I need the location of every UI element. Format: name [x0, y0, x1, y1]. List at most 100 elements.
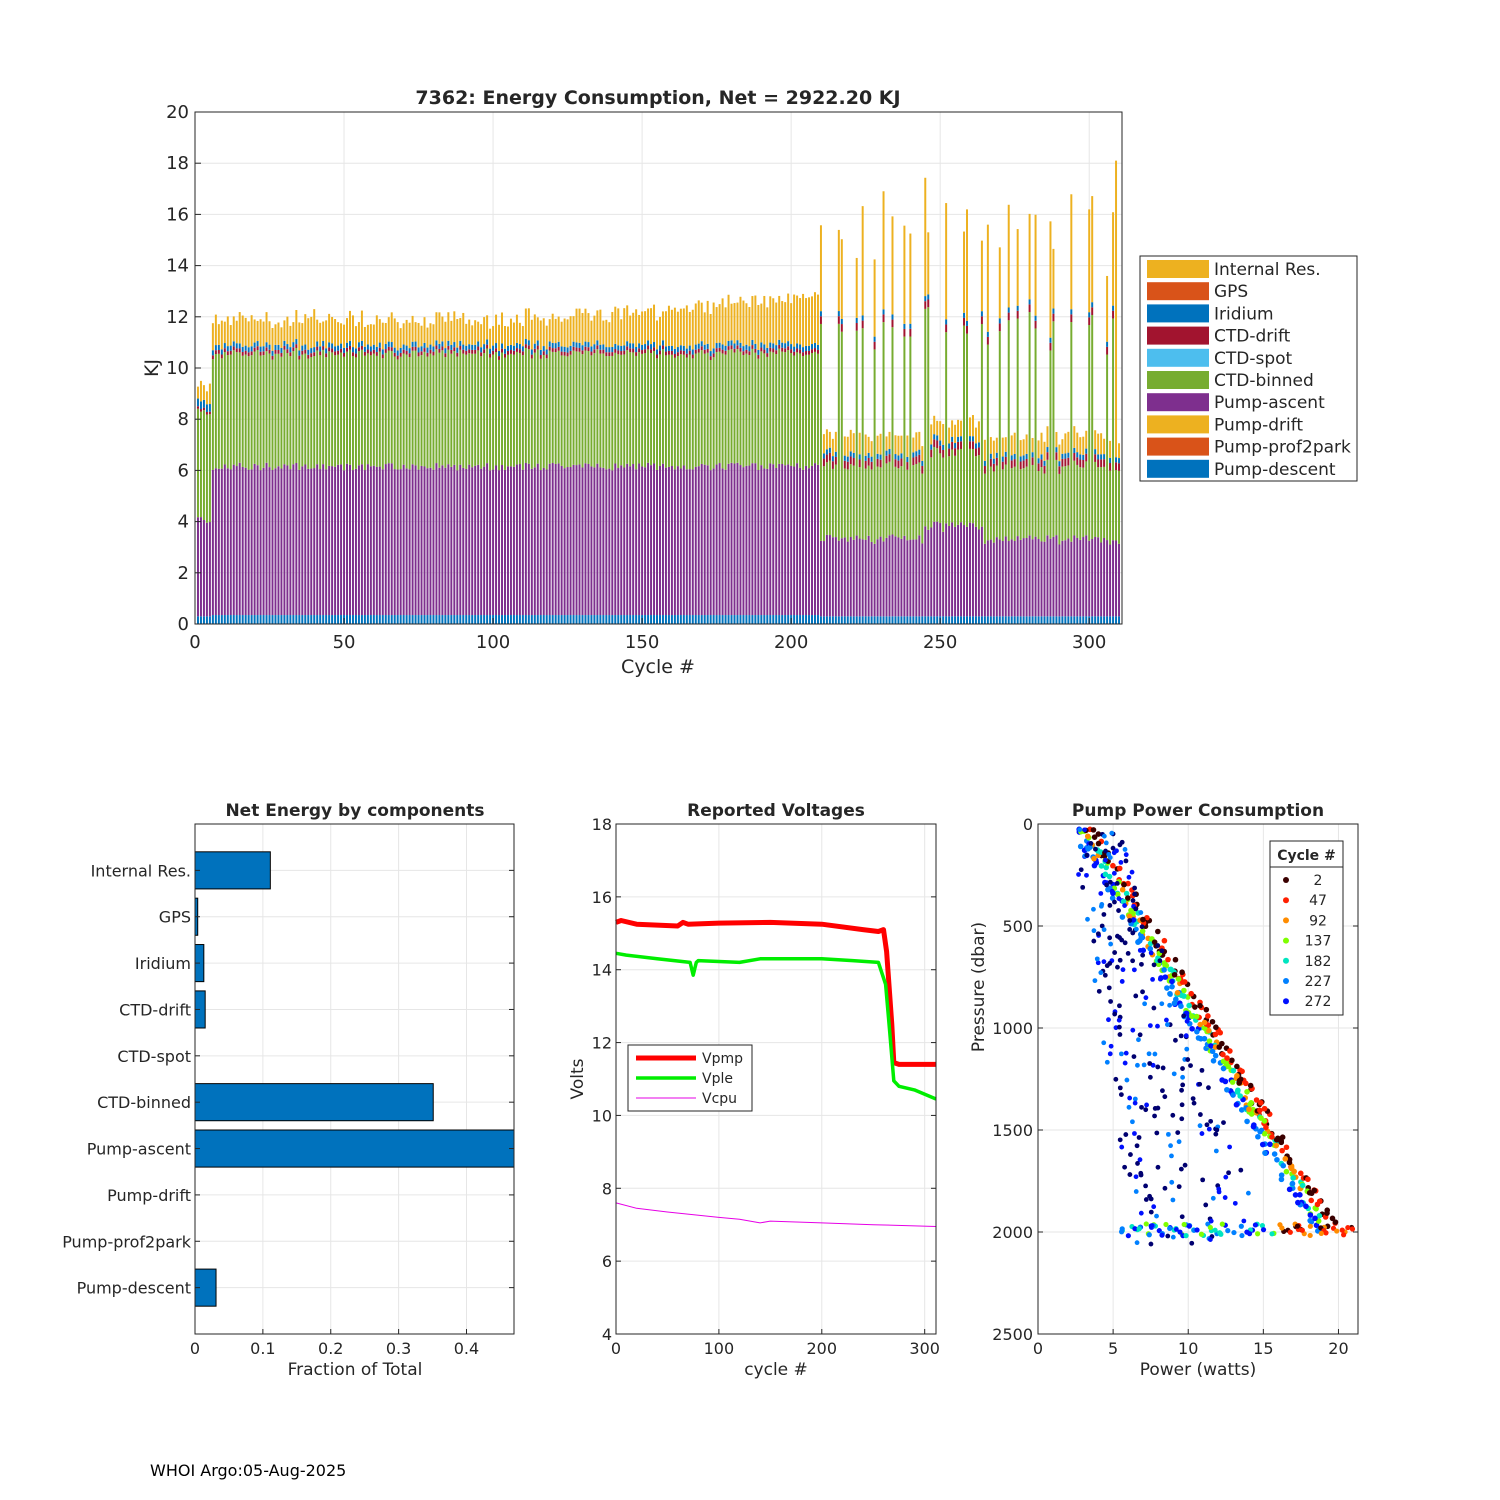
energy-bar-segment: [635, 355, 638, 470]
energy-bar-segment: [313, 356, 316, 469]
energy-bar-segment: [471, 344, 474, 350]
energy-bar-segment: [384, 349, 387, 353]
energy-bar-segment: [1088, 317, 1091, 326]
pump-power-point: [1173, 996, 1179, 1003]
energy-bar-segment: [498, 615, 501, 624]
energy-bar-segment: [477, 350, 480, 465]
energy-bar-segment: [1061, 439, 1064, 454]
energy-bar-segment: [700, 341, 703, 347]
pump-power-point: [1247, 1082, 1254, 1089]
energy-bar-segment: [966, 325, 968, 334]
energy-bar-segment: [936, 448, 939, 522]
energy-bar-segment: [328, 351, 331, 466]
energy-legend: Internal Res.GPSIridiumCTD-driftCTD-spot…: [1139, 255, 1358, 482]
energy-bar-segment: [760, 615, 763, 624]
pump-power-legend-marker: [1283, 937, 1289, 944]
energy-bar-segment: [250, 615, 253, 624]
energy-bar-segment: [960, 616, 963, 624]
pump-power-point: [1297, 1192, 1303, 1198]
energy-bar-segment: [819, 311, 822, 317]
pump-power-point: [1171, 1071, 1177, 1077]
energy-bar-segment: [274, 615, 277, 624]
energy-bar-segment: [471, 349, 474, 354]
pump-power-point: [1204, 1122, 1210, 1128]
energy-bar-segment: [1112, 310, 1115, 319]
energy-bar-segment: [530, 615, 533, 624]
energy-bar-segment: [587, 615, 590, 624]
energy-bar-segment: [977, 455, 980, 530]
energy-bar-segment: [235, 348, 238, 353]
pump-power-point: [1181, 1013, 1187, 1019]
pump-power-point: [1123, 890, 1130, 897]
pump-power-axes-box: [1037, 823, 1359, 1335]
energy-bar-segment: [524, 339, 527, 345]
energy-bar-segment: [730, 349, 733, 463]
energy-bar-segment: [858, 454, 861, 460]
energy-bar-segment: [644, 615, 647, 624]
energy-bar-segment: [834, 464, 837, 538]
energy-bar-segment: [644, 467, 647, 616]
energy-bar-segment: [787, 615, 790, 624]
energy-bar-segment: [897, 455, 900, 461]
energy-bar-segment: [441, 615, 444, 624]
energy-bar-segment: [1019, 440, 1022, 457]
pump-power-point: [1116, 865, 1123, 872]
energy-bar-segment: [1079, 616, 1082, 624]
energy-bar-segment: [560, 351, 563, 356]
energy-bar-segment: [563, 351, 566, 356]
energy-bar-segment: [995, 465, 998, 538]
pump-power-point: [1143, 1197, 1149, 1202]
energy-bar-segment: [337, 354, 340, 465]
energy-bar-segment: [301, 323, 304, 346]
energy-bar-segment: [799, 467, 802, 616]
energy-bar-segment: [691, 354, 694, 359]
energy-bar-segment: [393, 615, 396, 624]
energy-bar-segment: [477, 321, 480, 342]
energy-bar-segment: [277, 349, 280, 354]
energy-bar-segment: [682, 354, 685, 466]
pump-power-point: [1174, 990, 1181, 996]
pump-power-legend-title: Cycle #: [1277, 848, 1336, 864]
energy-bar-segment: [882, 616, 885, 624]
energy-bar-segment: [700, 615, 703, 624]
energy-bar-segment: [524, 347, 527, 463]
energy-bar-segment: [322, 349, 325, 465]
energy-bar-segment: [375, 355, 378, 467]
energy-legend-swatch: [1147, 415, 1209, 434]
energy-bar-segment: [274, 349, 277, 354]
pump-power-point: [1234, 1072, 1240, 1079]
energy-bar-segment: [1004, 456, 1007, 465]
energy-bar-segment: [700, 350, 703, 464]
energy-bar-segment: [805, 354, 808, 466]
energy-bar-segment: [539, 358, 542, 471]
voltage-xtick-label: 300: [909, 1339, 940, 1358]
pump-power-point: [1096, 988, 1102, 994]
energy-bar-segment: [590, 351, 593, 356]
energy-bar-segment: [1106, 616, 1109, 624]
energy-bar-segment: [253, 342, 256, 348]
pump-power-point: [1128, 1152, 1133, 1157]
energy-bar-segment: [921, 446, 924, 461]
energy-bar-segment: [441, 346, 444, 351]
energy-bar-segment: [1052, 313, 1055, 322]
energy-bar-segment: [954, 448, 957, 456]
pump-power-point: [1278, 1172, 1285, 1178]
pump-power-point: [1203, 1006, 1210, 1013]
voltage-ytick-label: 18: [592, 815, 612, 834]
energy-bar-segment: [846, 456, 849, 462]
energy-bar-segment: [509, 350, 512, 354]
pump-power-point: [1188, 1063, 1193, 1069]
energy-legend-label: Pump-drift: [1214, 415, 1303, 435]
pump-power-point: [1093, 859, 1100, 866]
energy-bar-segment: [688, 345, 691, 351]
voltage-legend-label: Vpmp: [702, 1051, 743, 1067]
energy-bar-segment: [551, 351, 554, 463]
energy-bar-segment: [590, 615, 593, 624]
energy-bar-segment: [623, 345, 626, 351]
energy-bar-segment: [337, 615, 340, 624]
energy-bar-segment: [396, 615, 399, 624]
energy-bar-segment: [360, 345, 363, 350]
energy-bar-segment: [292, 464, 295, 616]
energy-bar-segment: [802, 469, 805, 616]
